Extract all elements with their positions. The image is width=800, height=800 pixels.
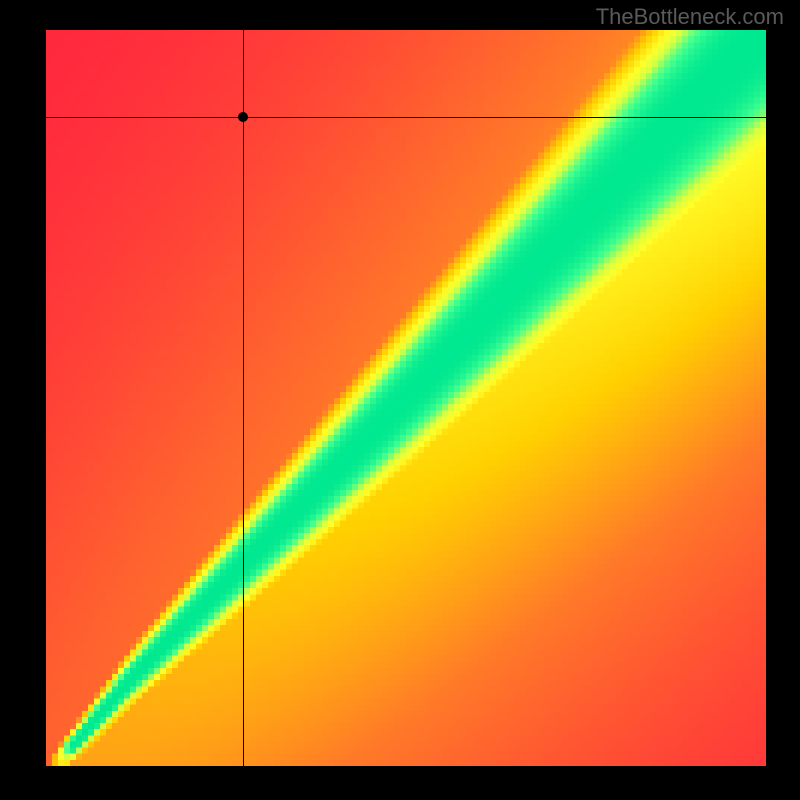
crosshair-dot	[238, 112, 248, 122]
watermark-text: TheBottleneck.com	[596, 4, 784, 30]
heatmap-canvas	[46, 30, 766, 766]
crosshair-vertical	[243, 30, 244, 766]
crosshair-horizontal	[46, 117, 766, 118]
bottleneck-heatmap	[46, 30, 766, 766]
